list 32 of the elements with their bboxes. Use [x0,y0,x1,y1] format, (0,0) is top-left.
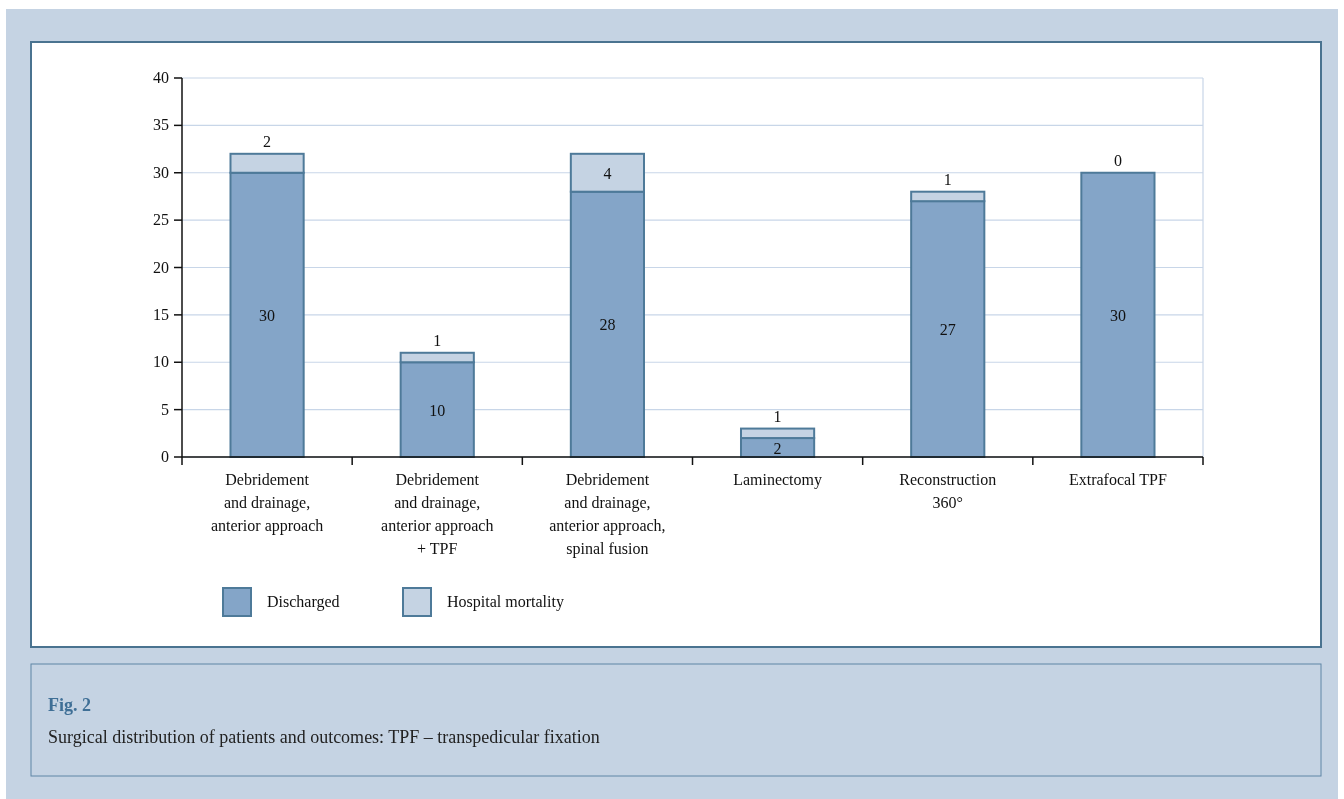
data-label: 1 [773,407,782,425]
data-label: 27 [939,321,956,339]
y-tick-label: 10 [153,353,169,371]
data-label: 30 [1109,306,1126,324]
data-label: 28 [599,316,616,334]
x-tick-label: Debridement and drainage, anterior approach + TPF [381,471,494,557]
x-tick-label: Debridement and drainage, anterior approach, spinal fusion [549,471,666,558]
text: Surgical distribution of patients and outcomes: TPF – transpedicular fixation [48,727,600,747]
y-tick-label: 15 [153,305,169,323]
y-tick-label: 30 [153,163,169,181]
legend-label: Hospital mortality [447,593,564,611]
data-label: 0 [1113,151,1122,169]
x-tick-label: Reconstruction 360° [899,471,997,511]
y-tick-label: 5 [161,400,169,418]
data-label: 2 [263,132,272,150]
x-tick-label: Laminectomy [733,471,823,489]
y-tick-label: 40 [153,69,169,86]
y-tick-label: 35 [153,116,169,134]
x-tick-label: Debridement and drainage, anterior approach [210,471,324,535]
data-label: 30 [259,306,276,324]
data-label: 1 [943,170,952,188]
y-tick-label: 25 [153,211,169,229]
data-label: 10 [429,401,446,419]
text: Fig. 2 [48,695,91,715]
bar [1080,171,1156,458]
legend-label: Discharged [267,593,340,611]
y-tick-label: 20 [153,258,169,276]
y-tick-label: 0 [161,448,169,465]
x-tick-label: Extrafocal TPF [1068,471,1167,488]
data-label: 2 [773,439,782,457]
data-label: 4 [603,164,612,182]
data-label: 1 [433,331,442,349]
